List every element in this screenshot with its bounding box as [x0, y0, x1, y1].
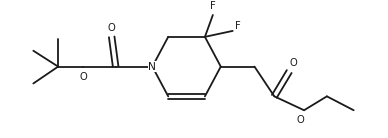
- Text: N: N: [149, 62, 156, 72]
- Text: F: F: [210, 1, 216, 11]
- Text: F: F: [235, 21, 241, 31]
- Text: O: O: [108, 23, 116, 33]
- Text: O: O: [296, 115, 304, 125]
- Text: O: O: [289, 58, 297, 68]
- Text: O: O: [79, 71, 87, 82]
